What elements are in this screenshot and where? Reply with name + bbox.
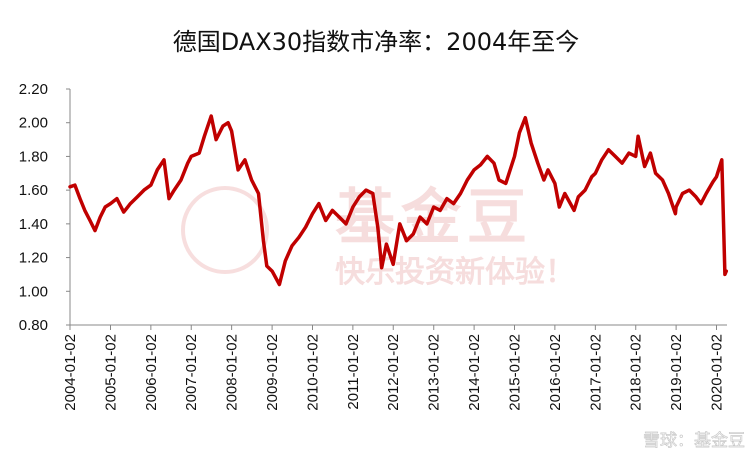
y-tick-label: 1.60 bbox=[19, 182, 48, 199]
watermark-slogan: 快乐投资新体验！ bbox=[335, 255, 575, 290]
y-tick-label: 1.80 bbox=[19, 148, 48, 165]
watermark: 基金豆 快乐投资新体验！ bbox=[181, 183, 575, 290]
x-tick-label: 2013-01-02 bbox=[426, 334, 443, 411]
x-tick-label: 2017-01-02 bbox=[587, 334, 604, 411]
series-line bbox=[68, 114, 729, 287]
x-tick-label: 2008-01-02 bbox=[224, 334, 241, 411]
x-tick-label: 2016-01-02 bbox=[547, 334, 564, 411]
chart-title: 德国DAX30指数市净率：2004年至今 bbox=[173, 28, 580, 56]
x-tick-label: 2004-01-02 bbox=[62, 334, 79, 411]
x-tick-label: 2015-01-02 bbox=[506, 334, 523, 411]
x-tick-label: 2011-01-02 bbox=[345, 334, 362, 410]
x-tick-label: 2020-01-02 bbox=[708, 334, 725, 411]
x-tick-label: 2014-01-02 bbox=[466, 334, 483, 411]
plot-area bbox=[68, 114, 729, 287]
y-tick-label: 1.40 bbox=[19, 216, 48, 233]
x-tick-label: 2012-01-02 bbox=[385, 334, 402, 411]
y-tick-label: 2.00 bbox=[19, 115, 48, 132]
axes: 0.80 1.00 1.20 1.40 1.60 1.80 2.00 2.20 2004-01-… bbox=[19, 81, 727, 411]
x-tick-label: 2018-01-02 bbox=[628, 334, 645, 411]
y-tick-label: 1.20 bbox=[19, 250, 48, 267]
y-tick-label: 1.00 bbox=[19, 283, 48, 300]
corner-watermark: 雪球：基金豆 bbox=[643, 431, 745, 451]
x-tick-label: 2007-01-02 bbox=[183, 334, 200, 411]
x-tick-label: 2009-01-02 bbox=[264, 334, 281, 411]
x-tick-label: 2010-01-02 bbox=[304, 334, 321, 411]
y-tick-label: 2.20 bbox=[19, 81, 48, 98]
x-tick-label: 2005-01-02 bbox=[102, 334, 119, 411]
x-tick-label: 2006-01-02 bbox=[143, 334, 160, 411]
watermark-logo bbox=[181, 186, 269, 274]
x-tick-label: 2019-01-02 bbox=[668, 334, 685, 411]
y-tick-label: 0.80 bbox=[19, 317, 48, 334]
